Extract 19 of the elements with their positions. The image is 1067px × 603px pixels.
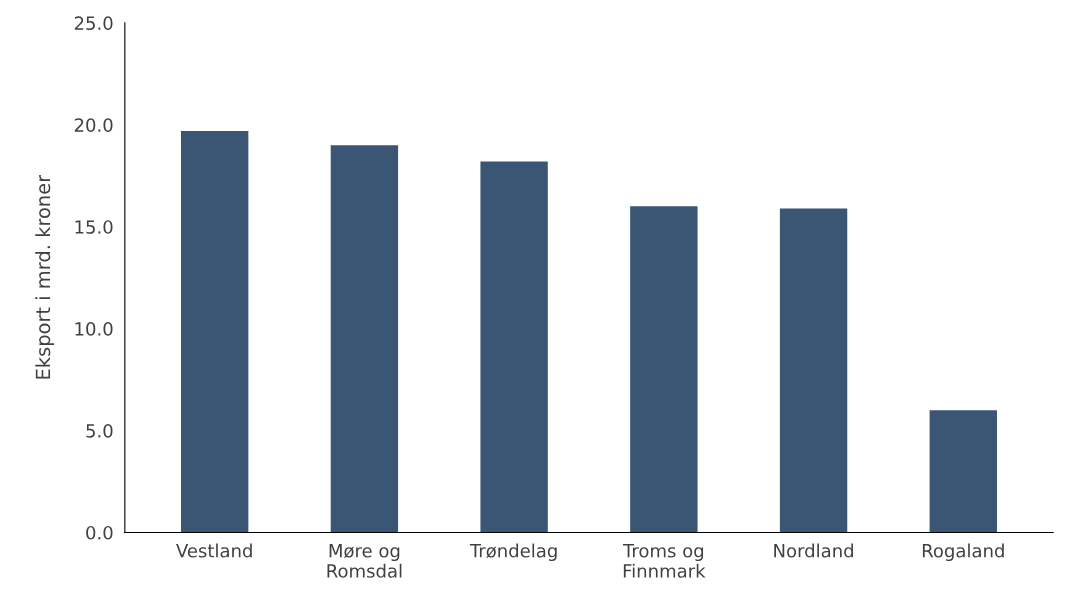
x-tick-label: Møre og Romsdal bbox=[327, 544, 402, 578]
x-tick-label: Nordland bbox=[774, 543, 853, 558]
y-tick-label: 10.0 bbox=[75, 322, 113, 336]
bar bbox=[480, 161, 548, 533]
y-axis-title: Eksport i mrd. kroner bbox=[35, 174, 55, 379]
y-tick-label: 20.0 bbox=[74, 118, 113, 132]
x-tick-label: Troms og Finnmark bbox=[622, 544, 706, 578]
bar bbox=[630, 206, 698, 533]
y-tick-label: 0.0 bbox=[86, 525, 113, 540]
y-tick-label: 15.0 bbox=[75, 220, 113, 234]
x-tick-label: Vestland bbox=[176, 543, 252, 558]
x-tick-label: Trøndelag bbox=[469, 543, 557, 562]
bar bbox=[779, 208, 848, 533]
bar bbox=[929, 410, 997, 533]
bar bbox=[330, 145, 399, 533]
x-tick-label: Rogaland bbox=[922, 543, 1004, 562]
y-tick-label: 25.0 bbox=[74, 16, 113, 31]
bar bbox=[180, 130, 249, 533]
y-tick-label: 5.0 bbox=[86, 424, 113, 438]
